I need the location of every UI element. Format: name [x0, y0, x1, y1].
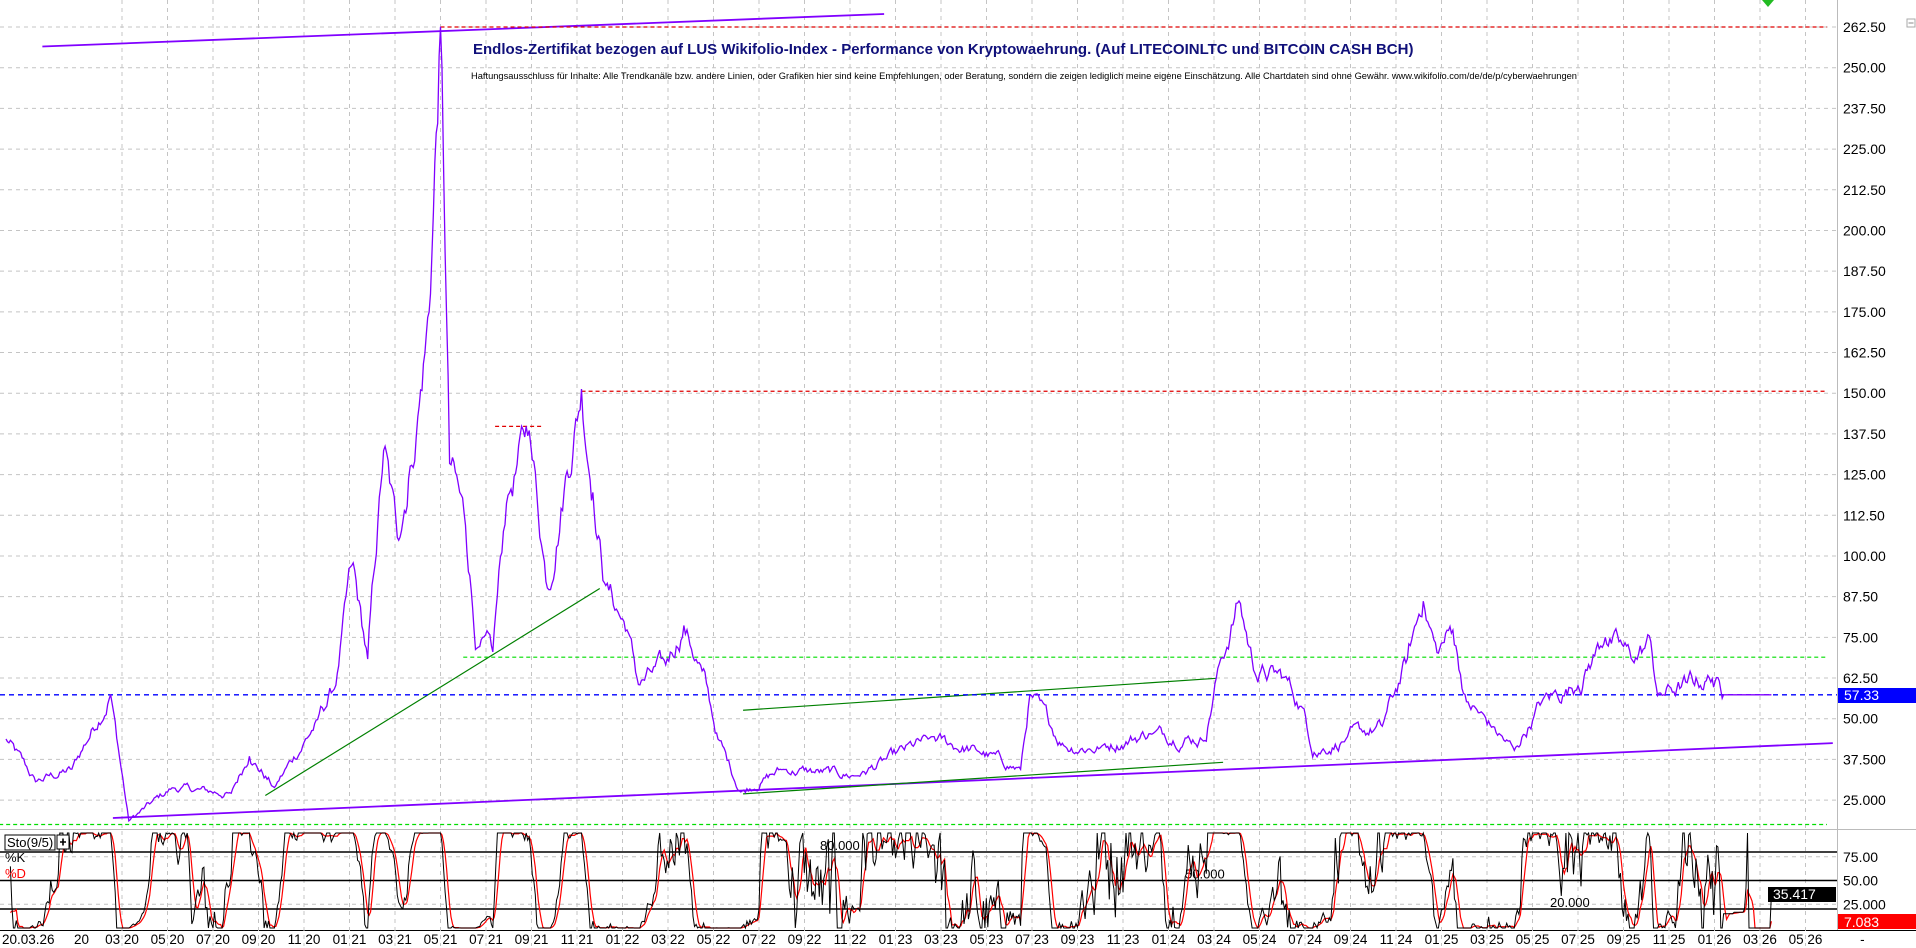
price-axis[interactable]: 262.50 250.00 237.50 225.00 212.50 200.00 187.…	[1843, 19, 1886, 808]
indicator-name: Sto(9/5)	[7, 835, 53, 850]
stochastic-legend: Sto(9/5) %K %D	[4, 834, 70, 881]
x-tick-label: 07 20	[196, 932, 230, 947]
last-price-marker: 57.33	[1838, 687, 1916, 703]
grid	[0, 0, 1837, 829]
y-tick-label: 50.00	[1843, 711, 1878, 727]
x-tick-label: 01 22	[606, 932, 640, 947]
x-tick-label: 07 22	[742, 932, 776, 947]
x-tick-label: 09 22	[788, 932, 822, 947]
x-tick-label: 07 24	[1288, 932, 1322, 947]
x-tick-label: 09 21	[515, 932, 549, 947]
x-tick-label: 09 25	[1607, 932, 1641, 947]
d-last-label: 7.083	[1844, 914, 1879, 930]
x-tick-label: 07 23	[1015, 932, 1049, 947]
trendline[interactable]	[42, 13, 885, 48]
x-tick-label: 01 25	[1425, 932, 1459, 947]
x-tick-label: 11 22	[834, 932, 867, 947]
x-tick-label: 09 20	[242, 932, 276, 947]
trendline[interactable]	[265, 587, 601, 797]
x-tick-label: 01 24	[1152, 932, 1186, 947]
x-tick-label: 05 23	[970, 932, 1004, 947]
stochastic-level-label: 80.000	[820, 838, 860, 853]
x-tick-label: 20.03.26	[2, 932, 55, 947]
x-tick-label: 07 21	[469, 932, 503, 947]
stochastic-tick-label: 25.000	[1843, 896, 1886, 912]
x-tick-label: 01 23	[879, 932, 913, 947]
y-tick-label: 87.50	[1843, 589, 1878, 605]
stochastic-tick-label: 50.00	[1843, 873, 1878, 889]
stochastic-level-label: 20.000	[1550, 895, 1590, 910]
date-axis[interactable]: 20.03.26 20 03 20 05 20 07 20 09 20 11 20 01 21…	[2, 932, 1865, 947]
x-tick-label: 03 20	[105, 932, 139, 947]
y-tick-label: 75.00	[1843, 629, 1878, 645]
annotations	[0, 13, 1837, 826]
last-price-label: 57.33	[1844, 687, 1879, 703]
y-tick-label: 150.00	[1843, 385, 1886, 401]
x-tick-label: 03 23	[924, 932, 958, 947]
x-tick-label: 11 21	[561, 932, 594, 947]
x-tick-label: 20	[74, 932, 89, 947]
x-tick-label: 01 26	[1698, 932, 1732, 947]
chart-title: Endlos-Zertifikat bezogen auf LUS Wikifo…	[473, 41, 1413, 58]
x-tick-label: 05 22	[697, 932, 731, 947]
y-tick-label: 162.50	[1843, 345, 1886, 361]
stochastic-last-values: 35.417 7.083	[1768, 886, 1916, 930]
disclaimer: Haftungsausschluss für Inhalte: Alle Tre…	[471, 71, 1577, 82]
x-tick-label: 11 25	[1653, 932, 1686, 947]
y-tick-label: 237.50	[1843, 100, 1886, 116]
x-tick-label: 09 24	[1334, 932, 1368, 947]
x-tick-label: 05 26	[1789, 932, 1823, 947]
y-tick-label: 187.50	[1843, 263, 1886, 279]
collapse-panel-button[interactable]	[1906, 18, 1916, 28]
x-tick-label: 11 24	[1380, 932, 1413, 947]
stochastic-k-line	[9, 831, 1772, 930]
x-tick-label: 05 21	[424, 932, 458, 947]
y-tick-label: 62.50	[1843, 670, 1878, 686]
y-tick-label: 225.00	[1843, 141, 1886, 157]
d-last-badge	[1838, 914, 1916, 929]
plus-icon	[60, 838, 66, 846]
trendline[interactable]	[743, 677, 1217, 711]
last-price-badge	[1838, 688, 1916, 703]
y-tick-label: 137.50	[1843, 426, 1886, 442]
stochastic-tick-label: 75.00	[1843, 849, 1878, 865]
indicator-name-box[interactable]	[4, 834, 56, 851]
y-tick-label: 112.50	[1843, 507, 1885, 523]
x-tick-label: 01 21	[333, 932, 367, 947]
x-tick-label: 03 25	[1470, 932, 1504, 947]
d-label: %D	[5, 866, 26, 881]
x-tick-label: -	[1860, 932, 1865, 947]
trendline[interactable]	[112, 742, 1833, 819]
y-tick-label: 25.000	[1843, 792, 1886, 808]
x-tick-label: 07 25	[1561, 932, 1595, 947]
x-tick-label: 09 23	[1061, 932, 1095, 947]
y-tick-label: 212.50	[1843, 182, 1886, 198]
x-tick-label: 05 20	[151, 932, 185, 947]
x-tick-label: 11 20	[288, 932, 321, 947]
x-tick-label: 05 24	[1243, 932, 1277, 947]
price-line	[5, 26, 1772, 823]
y-tick-label: 175.00	[1843, 304, 1886, 320]
k-label: %K	[5, 850, 26, 865]
green-arrow-down-icon	[1762, 0, 1774, 7]
k-last-label: 35.417	[1773, 886, 1816, 902]
x-tick-label: 03 26	[1743, 932, 1777, 947]
x-tick-label: 03 22	[651, 932, 685, 947]
y-tick-label: 200.00	[1843, 222, 1886, 238]
stochastic-axis[interactable]: 75.00 50.00 25.000	[1843, 849, 1886, 913]
trendline[interactable]	[743, 761, 1224, 795]
y-tick-label: 262.50	[1843, 19, 1886, 35]
y-tick-label: 100.00	[1843, 548, 1886, 564]
x-tick-label: 05 25	[1516, 932, 1550, 947]
k-last-badge	[1768, 887, 1836, 902]
y-tick-label: 250.00	[1843, 60, 1886, 76]
x-tick-label: 03 24	[1197, 932, 1231, 947]
y-tick-label: 125.00	[1843, 467, 1886, 483]
y-tick-label: 37.500	[1843, 751, 1886, 767]
x-tick-label: 11 23	[1107, 932, 1140, 947]
x-tick-label: 03 21	[378, 932, 412, 947]
